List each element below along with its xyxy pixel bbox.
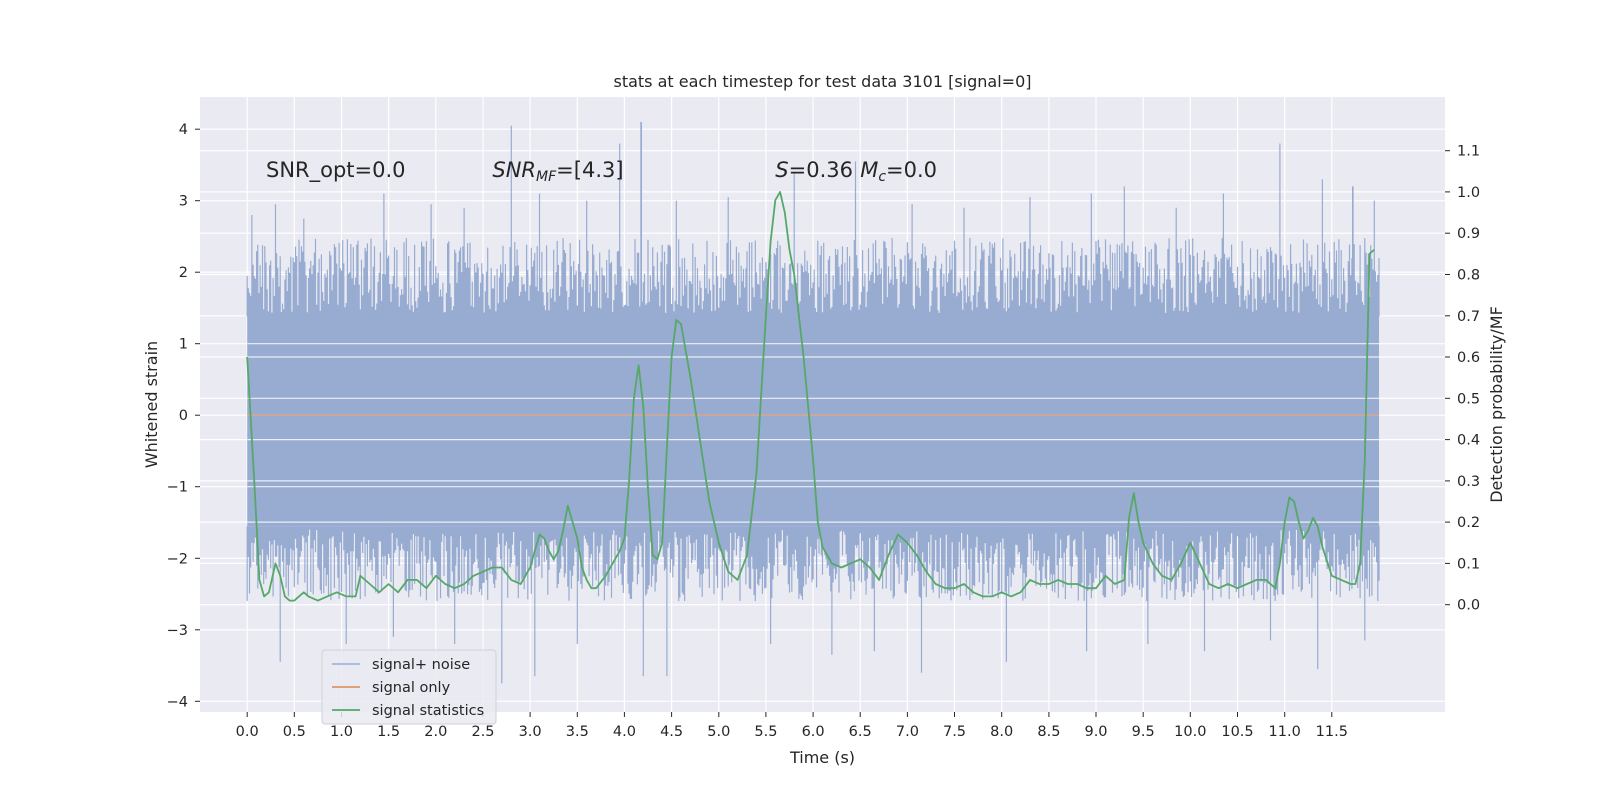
y-tick-label-left: −2 — [167, 551, 188, 567]
annotation-mc-value: Mc=0.0 — [860, 158, 937, 185]
y-tick-label-right: 0.6 — [1457, 350, 1480, 366]
annotation-s-value: S=0.36 — [775, 158, 853, 182]
noise-band — [247, 316, 1380, 526]
y-tick-label-right: 0.4 — [1457, 433, 1480, 449]
y-tick-label-left: 1 — [179, 337, 188, 353]
x-tick-label: 8.5 — [1037, 724, 1060, 740]
y-tick-label-left: 2 — [179, 265, 188, 281]
legend-label-signal-noise: signal+ noise — [372, 657, 470, 673]
noise-spikes-upper — [246, 122, 1380, 317]
y-tick-label-left: −4 — [167, 694, 188, 710]
x-tick-label: 0.0 — [236, 724, 259, 740]
x-tick-label: 11.5 — [1316, 724, 1348, 740]
x-tick-label: 2.5 — [471, 724, 494, 740]
y-tick-label-left: 4 — [179, 122, 188, 138]
x-tick-label: 9.0 — [1084, 724, 1107, 740]
legend-label-signal-only: signal only — [372, 680, 451, 696]
series-signal-noise — [246, 122, 1380, 684]
x-tick-label: 4.0 — [613, 724, 636, 740]
x-tick-label: 1.5 — [377, 724, 400, 740]
series-lines — [246, 190, 1379, 602]
y-tick-label-left: 3 — [179, 194, 188, 210]
y-axis-label-right: Detection probability/MF — [1487, 306, 1506, 503]
noise-spikes-lower — [246, 526, 1380, 684]
x-tick-label: 7.5 — [943, 724, 966, 740]
y-tick-label-right: 0.8 — [1457, 268, 1480, 284]
x-tick-label: 11.0 — [1269, 724, 1301, 740]
y-tick-label-right: 0.7 — [1457, 309, 1480, 325]
x-tick-label: 6.5 — [849, 724, 872, 740]
legend: signal+ noise signal only signal statist… — [321, 649, 497, 725]
x-tick-label: 5.0 — [707, 724, 730, 740]
legend-box — [321, 649, 497, 725]
x-tick-label: 10.0 — [1174, 724, 1206, 740]
x-tick-label: 5.5 — [754, 724, 777, 740]
x-tick-label: 10.5 — [1221, 724, 1253, 740]
y-tick-label-right: 0.3 — [1457, 474, 1480, 490]
y-tick-label-right: 1.1 — [1457, 144, 1480, 160]
x-tick-label: 7.0 — [896, 724, 919, 740]
y-tick-label-right: 0.0 — [1457, 598, 1480, 614]
x-tick-label: 6.0 — [802, 724, 825, 740]
y-tick-label-left: 0 — [179, 408, 188, 424]
y-tick-label-right: 0.1 — [1457, 556, 1480, 572]
series-signal-statistics-line — [246, 190, 1375, 602]
x-tick-label: 0.5 — [283, 724, 306, 740]
x-tick-label: 2.0 — [424, 724, 447, 740]
y-tick-label-right: 0.2 — [1457, 515, 1480, 531]
x-tick-label: 1.0 — [330, 724, 353, 740]
y-tick-label-right: 1.0 — [1457, 185, 1480, 201]
x-tick-label: 4.5 — [660, 724, 683, 740]
x-tick-label: 9.5 — [1132, 724, 1155, 740]
legend-label-signal-statistics: signal statistics — [372, 703, 484, 719]
chart-title: stats at each timestep for test data 310… — [613, 72, 1031, 91]
y-tick-label-left: −3 — [167, 623, 188, 639]
y-tick-label-right: 0.5 — [1457, 391, 1480, 407]
tick-labels: 0.0 0.5 1.0 1.5 2.0 2.5 3.0 3.5 4.0 4.5 5.0 5.5 6.0 6… — [167, 122, 1480, 740]
y-tick-label-right: 0.9 — [1457, 226, 1480, 242]
annotation-snr-opt: SNR_opt=0.0 — [266, 158, 406, 183]
x-tick-label: 8.0 — [990, 724, 1013, 740]
annotations: SNR_opt=0.0 SNRMF=[4.3] S=0.36 Mc=0.0 — [266, 158, 937, 185]
x-tick-label: 3.0 — [519, 724, 542, 740]
y-axis-label-left: Whitened strain — [142, 341, 161, 468]
annotation-snr-mf: SNRMF=[4.3] — [492, 158, 623, 185]
x-tick-label: 3.5 — [566, 724, 589, 740]
x-axis-label: Time (s) — [789, 748, 855, 767]
y-tick-label-left: −1 — [167, 480, 188, 496]
